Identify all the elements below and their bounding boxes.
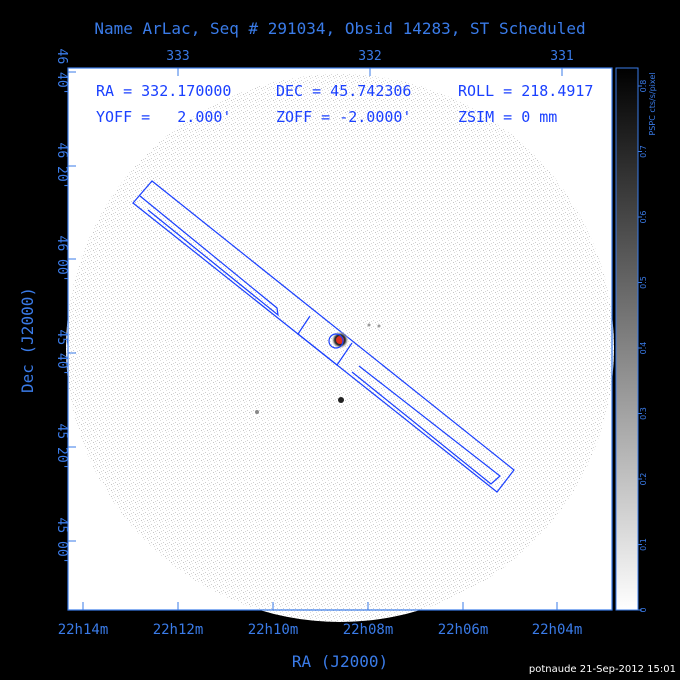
x-tick-labels: 22h14m 22h12m 22h10m 22h08m 22h06m 22h04m — [58, 602, 583, 638]
x-axis-label: RA (J2000) — [292, 652, 388, 671]
secondary-source — [338, 397, 344, 403]
zoff-readout: ZOFF = -2.0000' — [276, 108, 411, 126]
colorbar-tick-label: 0.3 — [639, 407, 648, 420]
colorbar-tick-label: 0.6 — [639, 211, 648, 224]
top-tick-label: 333 — [166, 49, 189, 64]
y-axis-label: Dec (J2000) — [18, 287, 37, 393]
top-tick-label: 332 — [358, 49, 381, 64]
x-tick-label: 22h10m — [248, 622, 299, 638]
yoff-readout: YOFF = 2.000' — [96, 108, 231, 126]
zsim-readout: ZSIM = 0 mm — [458, 108, 557, 126]
faint-source — [367, 323, 371, 327]
x-tick-label: 22h04m — [532, 622, 583, 638]
x-tick-label: 22h12m — [153, 622, 204, 638]
target-marker — [328, 333, 344, 349]
x-tick-label: 22h08m — [343, 622, 394, 638]
y-tick-labels: 45 00' 45 20' 45 40' 46 00' 46 20' 46 40' — [54, 49, 76, 565]
detector-outline — [132, 180, 515, 493]
colorbar — [615, 67, 639, 611]
y-tick-label: 46 00' — [54, 236, 69, 283]
colorbar-ticks: 0 0.1 0.2 0.3 0.4 0.5 0.6 0.7 0.8 — [638, 80, 648, 613]
roll-readout: ROLL = 218.4917 — [458, 82, 593, 100]
colorbar-tick-label: 0 — [639, 607, 648, 612]
y-tick-label: 45 20' — [54, 424, 69, 471]
colorbar-tick-label: 0.1 — [639, 538, 648, 551]
colorbar-tick-label: 0.2 — [639, 473, 648, 486]
x-tick-label: 22h14m — [58, 622, 109, 638]
top-tick-labels: 333 332 331 — [166, 49, 574, 76]
footer-timestamp: potnaude 21-Sep-2012 15:01 — [529, 664, 676, 675]
x-tick-label: 22h06m — [438, 622, 489, 638]
dec-readout: DEC = 45.742306 — [276, 82, 411, 100]
plot-frame — [67, 67, 613, 611]
y-tick-label: 45 00' — [54, 518, 69, 565]
colorbar-tick-label: 0.8 — [639, 80, 648, 93]
sources — [255, 323, 381, 414]
colorbar-tick-label: 0.4 — [639, 342, 648, 355]
faint-source — [255, 410, 259, 414]
colorbar-tick-label: 0.5 — [639, 276, 648, 289]
top-tick-label: 331 — [550, 49, 573, 64]
ra-readout: RA = 332.170000 — [96, 82, 231, 100]
y-tick-label: 45 40' — [54, 330, 69, 377]
info-panel: RA = 332.170000 DEC = 45.742306 ROLL = 2… — [96, 82, 593, 126]
colorbar-label: PSPC cts/s/pixel — [648, 72, 657, 135]
y-tick-label: 46 20' — [54, 143, 69, 190]
chart-title: Name ArLac, Seq # 291034, Obsid 14283, S… — [94, 19, 585, 38]
colorbar-tick-label: 0.7 — [639, 145, 648, 158]
faint-source — [377, 324, 381, 328]
y-tick-label: 46 40' — [54, 49, 69, 96]
